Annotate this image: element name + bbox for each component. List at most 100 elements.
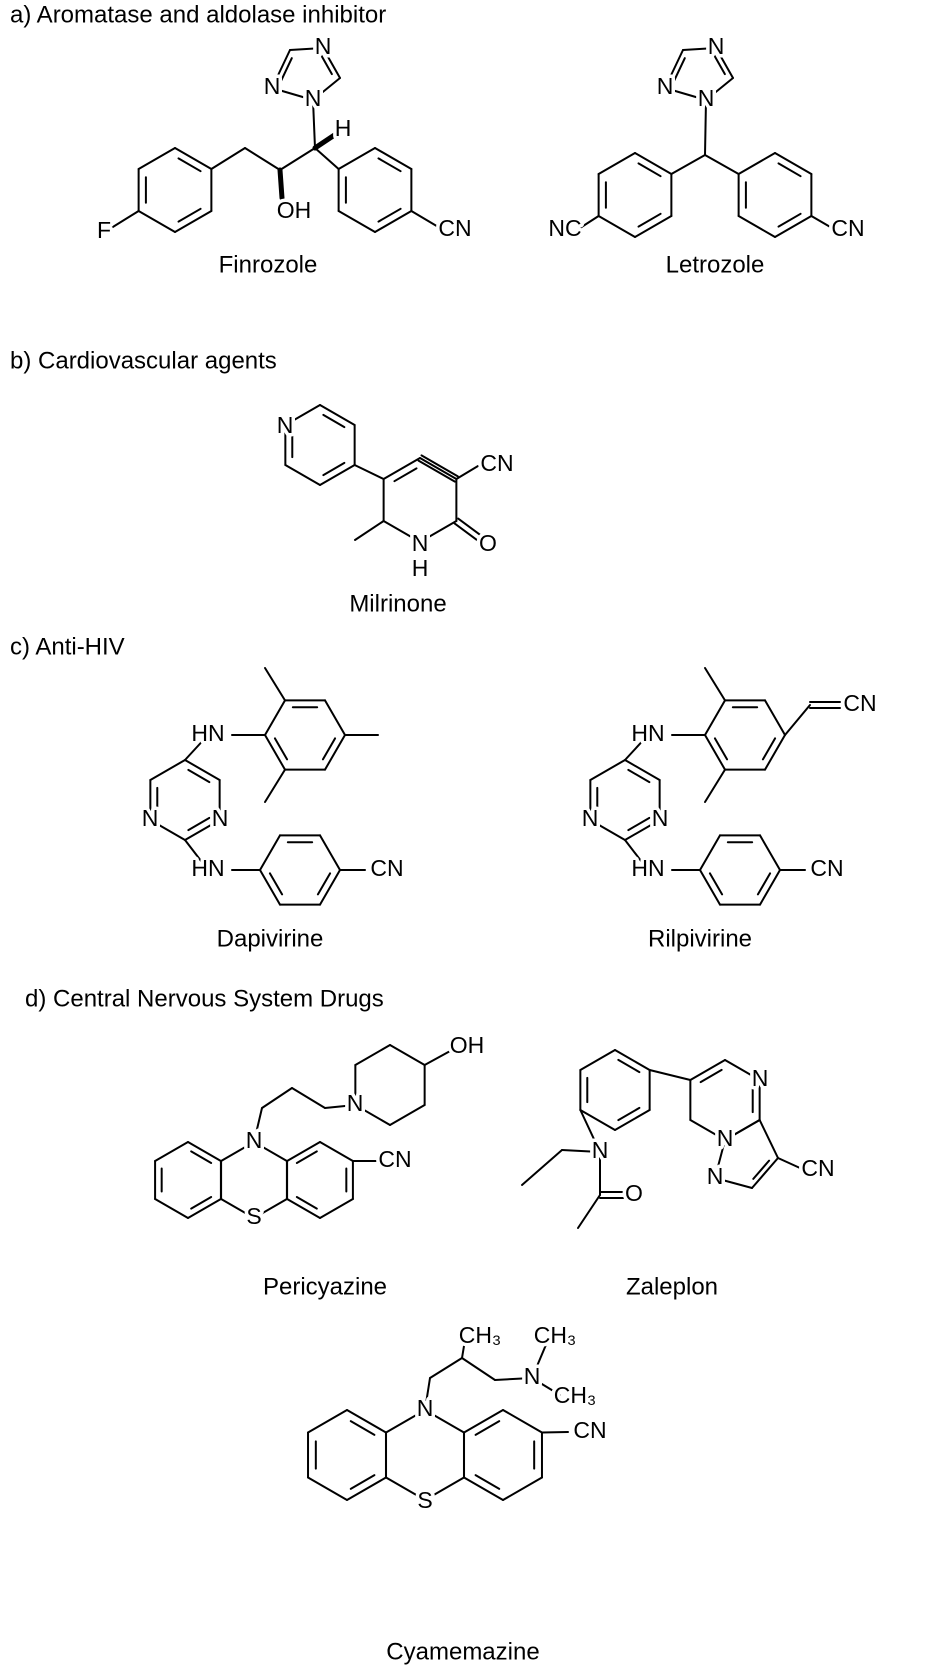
bond	[429, 1357, 463, 1379]
bond	[664, 49, 684, 89]
bond	[751, 1157, 779, 1189]
bond	[264, 768, 286, 803]
bond	[253, 1107, 263, 1143]
bond	[253, 1141, 288, 1162]
bond	[264, 734, 286, 771]
bond	[704, 699, 726, 736]
bond	[177, 207, 202, 223]
bond	[295, 1150, 318, 1164]
bond	[704, 99, 707, 156]
bond	[461, 1357, 496, 1381]
bond	[579, 215, 600, 229]
bond	[714, 1139, 726, 1179]
bond	[149, 759, 186, 781]
bond	[502, 1476, 543, 1501]
bond	[107, 210, 140, 231]
bond	[682, 47, 717, 51]
atom-label: CH₃	[459, 1322, 502, 1348]
bond	[634, 215, 673, 238]
bond	[385, 1409, 426, 1434]
bond	[704, 768, 726, 803]
atom-label: N	[142, 805, 159, 831]
bond	[174, 210, 213, 233]
compound-name: Milrinone	[349, 590, 446, 617]
section-heading: b) Cardiovascular agents	[10, 347, 277, 374]
bond	[187, 768, 211, 784]
bond	[307, 1476, 348, 1501]
bond	[648, 1069, 692, 1081]
atom-label: HN	[631, 720, 664, 746]
compound-name: Zaleplon	[626, 1273, 718, 1300]
bond	[579, 1109, 616, 1131]
bond	[634, 152, 673, 175]
bond	[174, 147, 213, 170]
bond	[253, 1198, 288, 1219]
atom-label: N	[698, 85, 715, 111]
atom-label: CN	[370, 855, 403, 881]
atom-label: S	[246, 1203, 261, 1229]
bond	[737, 215, 776, 238]
bond	[561, 1149, 601, 1153]
bond	[597, 215, 636, 238]
bond	[761, 737, 777, 761]
bond	[264, 667, 286, 702]
atom-label: N	[717, 1125, 734, 1151]
compound-name: Rilpivirine	[648, 925, 752, 952]
bond	[455, 465, 479, 480]
atom-label: CN	[480, 450, 513, 476]
bond	[624, 819, 661, 841]
bond	[284, 464, 321, 486]
atom-label: N	[277, 412, 294, 438]
bond	[220, 1141, 255, 1162]
bond	[264, 699, 286, 736]
bond	[463, 1476, 504, 1501]
bond	[494, 1377, 533, 1381]
bond	[424, 1409, 465, 1434]
bonds	[107, 47, 841, 1501]
bond	[382, 457, 421, 480]
bond	[289, 47, 324, 51]
compound-name: Finrozole	[219, 251, 318, 278]
bond	[354, 520, 385, 541]
bond	[627, 816, 651, 832]
bond	[624, 734, 649, 761]
bond	[708, 872, 724, 896]
bond	[389, 1104, 426, 1126]
atom-label: S	[417, 1487, 432, 1513]
bond	[521, 1149, 563, 1186]
bond	[420, 454, 459, 478]
bond	[713, 737, 729, 761]
bond	[346, 1476, 387, 1501]
section-heading: a) Aromatase and aldolase inhibitor	[10, 1, 386, 28]
bond	[410, 210, 441, 229]
bond	[259, 834, 281, 871]
bond	[393, 467, 418, 483]
bond	[322, 47, 341, 79]
bond	[461, 1339, 466, 1359]
bond	[689, 1059, 726, 1081]
atom-label: N	[212, 805, 229, 831]
bond	[689, 1119, 726, 1141]
bond	[349, 1420, 376, 1436]
atom-label: NC	[548, 215, 581, 241]
bond	[724, 1059, 761, 1081]
bond	[273, 737, 289, 761]
bond	[377, 207, 402, 223]
atom-label: N	[305, 85, 322, 111]
atom-label: H	[412, 555, 429, 581]
atom-label: N	[524, 1363, 541, 1389]
bond	[286, 1198, 321, 1219]
bond	[774, 215, 813, 238]
bond	[190, 1196, 213, 1210]
bond	[312, 131, 339, 151]
atom-label: N	[246, 1127, 263, 1153]
bond	[389, 1044, 426, 1066]
bond	[474, 1420, 501, 1436]
atom-label: CN	[801, 1155, 834, 1181]
bond	[419, 520, 458, 543]
bond	[597, 152, 636, 175]
bond	[724, 1119, 761, 1141]
bond	[307, 1409, 348, 1434]
bond	[385, 1476, 426, 1501]
